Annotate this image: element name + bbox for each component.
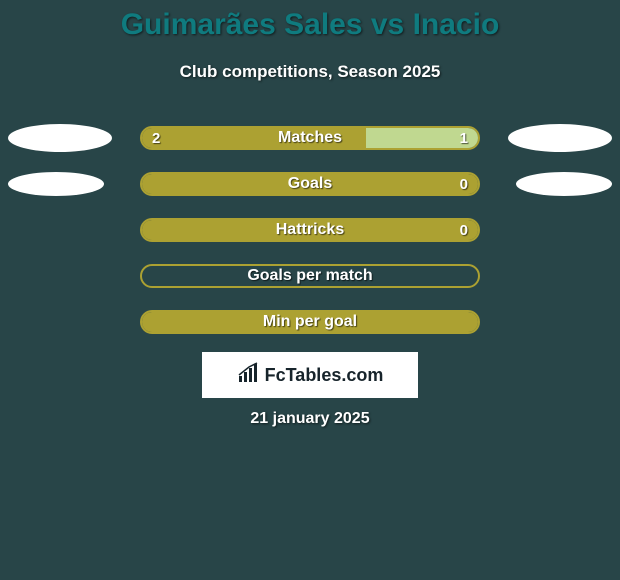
stat-bar: Goals0 <box>140 172 480 196</box>
stat-label: Hattricks <box>142 220 478 240</box>
stat-label: Min per goal <box>142 312 478 332</box>
player-right-marker <box>516 172 612 196</box>
player-right-marker <box>508 124 612 152</box>
stat-label: Goals per match <box>142 266 478 286</box>
stat-label: Goals <box>142 174 478 194</box>
player-left-marker <box>8 172 104 196</box>
stat-row: Min per goal <box>0 308 620 336</box>
stat-row: Matches2 1 <box>0 124 620 152</box>
date-line: 21 january 2025 <box>0 410 620 428</box>
stat-bar: Matches2 1 <box>140 126 480 150</box>
stat-value-left: 2 <box>152 128 160 148</box>
player-left-marker <box>8 124 112 152</box>
fctables-logo: FcTables.com <box>202 352 418 398</box>
stat-row: Hattricks0 <box>0 216 620 244</box>
stat-value-right: 1 <box>460 128 468 148</box>
stat-row: Goals per match <box>0 262 620 290</box>
stat-bar: Min per goal <box>140 310 480 334</box>
stat-value-right: 0 <box>460 174 468 194</box>
stat-bar: Goals per match <box>140 264 480 288</box>
stat-label: Matches <box>142 128 478 148</box>
stat-bar: Hattricks0 <box>140 218 480 242</box>
subtitle: Club competitions, Season 2025 <box>0 62 620 82</box>
bar-chart-icon <box>237 362 259 389</box>
logo-text: FcTables.com <box>265 365 384 386</box>
stat-row: Goals0 <box>0 170 620 198</box>
page-title: Guimarães Sales vs Inacio <box>0 8 620 42</box>
stat-value-right: 0 <box>460 220 468 240</box>
comparison-infographic: Guimarães Sales vs Inacio Club competiti… <box>0 0 620 580</box>
